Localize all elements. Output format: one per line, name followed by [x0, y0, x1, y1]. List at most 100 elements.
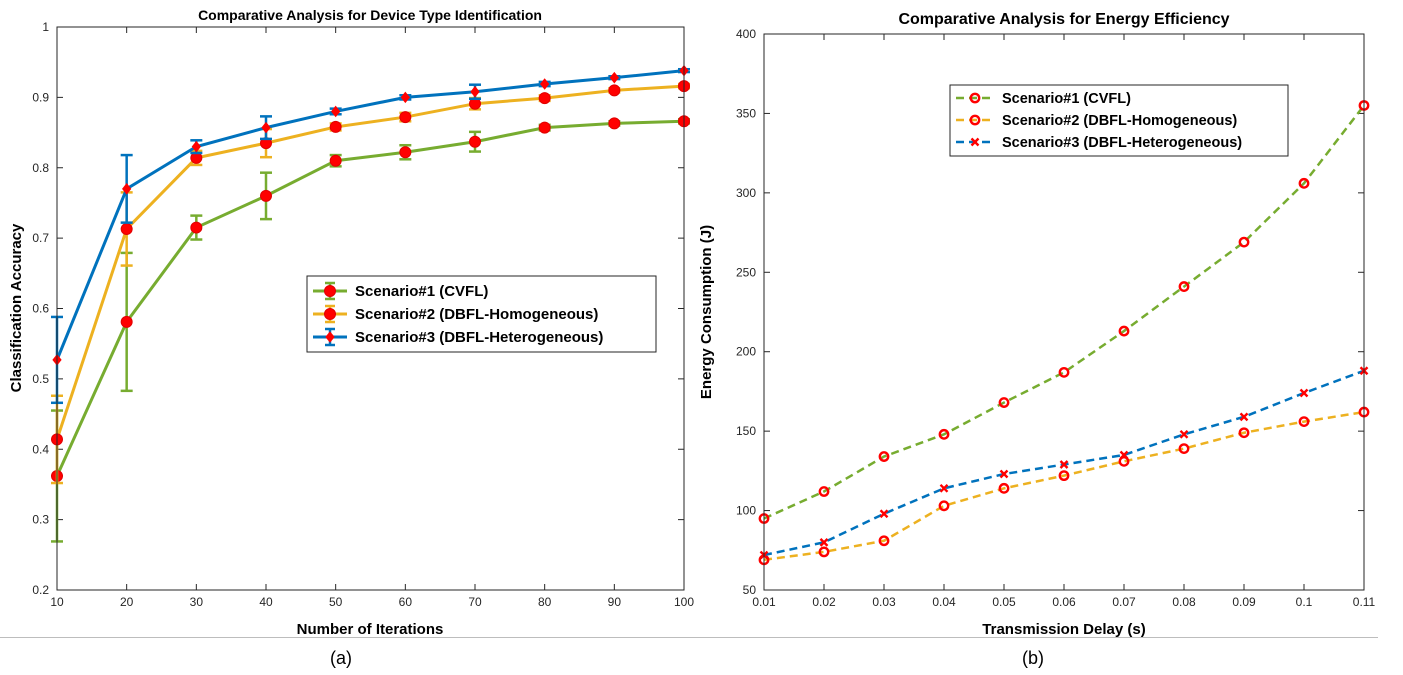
chart-b-legend-label: Scenario#3 (DBFL-Heterogeneous) [1002, 135, 1242, 151]
chart-a-x-tick-label: 40 [259, 595, 273, 609]
chart-a-x-tick-label: 100 [674, 595, 694, 609]
chart-b-y-tick-label: 250 [736, 265, 756, 279]
chart-b-x-tick-label: 0.1 [1296, 595, 1313, 609]
chart-a-legend-label: Scenario#3 (DBFL-Heterogeneous) [355, 329, 603, 346]
chart-b-data-point [1299, 388, 1309, 398]
chart-a-series-scenario-1-cvfl [51, 115, 690, 543]
chart-b-data-point [818, 486, 830, 497]
chart-a-data-point [609, 71, 619, 84]
chart-b-legend-marker [970, 137, 980, 147]
chart-b-y-tick-label: 50 [743, 583, 757, 597]
chart-b-series-scenario-2-dbfl-homogeneous [758, 406, 1370, 566]
chart-b-x-tick-label: 0.07 [1112, 595, 1136, 609]
chart-b-y-tick-label: 150 [736, 424, 756, 438]
chart-b-series-line [763, 410, 1365, 562]
chart-a-legend-label: Scenario#1 (CVFL) [355, 283, 488, 300]
chart-b-x-tick-label: 0.02 [812, 595, 836, 609]
chart-a-legend-entry: Scenario#2 (DBFL-Homogeneous) [313, 304, 598, 324]
chart-b-data-point [938, 428, 950, 440]
chart-b-legend-entry: Scenario#2 (DBFL-Homogeneous) [956, 113, 1237, 129]
chart-b-data-point [998, 397, 1010, 408]
chart-a-x-tick-label: 30 [190, 595, 204, 609]
chart-b-data-point [998, 482, 1010, 494]
chart-a-data-point [122, 183, 132, 195]
chart-b-data-point [1118, 325, 1130, 337]
chart-b-data-point [999, 469, 1009, 479]
chart-a-legend-entry: Scenario#3 (DBFL-Heterogeneous) [313, 327, 603, 347]
chart-a-data-point [400, 91, 410, 104]
chart-b-data-point [1238, 236, 1250, 248]
chart-b-ticks: 0.01 0.02 0.03 0.04 0.05 0.06 0.07 0.08 0.09 0.1 0… [736, 27, 1376, 609]
chart-a-y-tick-label: 0.7 [32, 231, 49, 245]
chart-b-data-point [1238, 427, 1250, 439]
chart-a-y-tick-label: 0.8 [32, 161, 49, 175]
chart-b-axes-box [763, 33, 1365, 591]
chart-a-series-line [55, 69, 685, 361]
chart-b-y-tick-label: 200 [736, 345, 756, 359]
chart-a-device-type-identification: Comparative Analysis for Device Type Ide… [8, 7, 694, 638]
chart-b-data-point [1178, 443, 1190, 455]
chart-a-x-tick-label: 20 [120, 595, 134, 609]
chart-b-legend-marker [969, 114, 981, 126]
chart-a-series-line [55, 84, 685, 440]
chart-b-title: Comparative Analysis for Energy Efficien… [898, 11, 1229, 28]
chart-a-legend-marker [324, 308, 336, 320]
chart-a-data-point [331, 105, 341, 118]
chart-a-data-point [120, 315, 133, 328]
chart-b-x-axis-label: Transmission Delay (s) [982, 621, 1145, 638]
chart-b-data-point [939, 483, 949, 493]
chart-a-x-tick-label: 50 [329, 595, 343, 609]
chart-b-data-point [879, 509, 889, 519]
panel-label-a: (a) [330, 648, 352, 668]
chart-a-y-axis-label: Classification Accuracy [8, 223, 25, 392]
chart-b-data-point [819, 537, 829, 547]
chart-b-x-tick-label: 0.06 [1052, 595, 1076, 609]
chart-a-x-axis-label: Number of Iterations [297, 621, 444, 638]
chart-a-data-point [261, 121, 271, 134]
chart-a-data-point [399, 111, 412, 124]
chart-a-data-point [608, 117, 621, 130]
chart-a-data-point [469, 135, 481, 148]
chart-a-legend-label: Scenario#2 (DBFL-Homogeneous) [355, 306, 598, 323]
chart-a-y-tick-label: 0.6 [32, 302, 49, 316]
chart-b-series-scenario-1-cvfl [758, 100, 1370, 524]
chart-a-data-point [538, 121, 551, 134]
chart-b-series-scenario-3-dbfl-heterogeneous [759, 366, 1369, 560]
chart-b-data-point [878, 535, 890, 547]
chart-b-data-point [1239, 412, 1249, 422]
chart-a-x-tick-label: 60 [399, 595, 413, 609]
chart-a-data-point [190, 221, 203, 234]
chart-a-x-tick-label: 10 [50, 595, 64, 609]
chart-a-series-line [55, 119, 685, 477]
chart-b-legend-box [949, 84, 1289, 157]
chart-a-data-point [608, 84, 621, 97]
chart-a-data-point [329, 154, 342, 167]
chart-b-legend-marker [969, 92, 981, 104]
chart-b-legend-label: Scenario#1 (CVFL) [1002, 91, 1131, 107]
panel-label-b: (b) [1022, 648, 1044, 668]
chart-b-data-point [818, 546, 830, 558]
chart-b-legend-label: Scenario#2 (DBFL-Homogeneous) [1002, 113, 1237, 129]
chart-b-legend-entry: Scenario#3 (DBFL-Heterogeneous) [956, 135, 1242, 151]
chart-a-data-point [260, 189, 272, 202]
chart-b-data-point [1059, 460, 1069, 469]
chart-a-data-point [538, 92, 551, 105]
chart-b-y-tick-label: 400 [736, 27, 756, 41]
chart-b-y-tick-label: 100 [736, 504, 756, 518]
chart-a-data-point [329, 120, 342, 133]
chart-b-data-point [938, 500, 950, 512]
chart-b-y-tick-label: 350 [736, 106, 756, 120]
chart-a-data-point [540, 78, 550, 90]
chart-a-x-tick-label: 80 [538, 595, 552, 609]
chart-a-legend: Scenario#1 (CVFL) Scenario#2 (DBFL-Homoge… [306, 275, 657, 353]
chart-a-y-tick-label: 1 [42, 20, 49, 34]
chart-a-data-point [470, 85, 480, 98]
chart-b-data-point [1118, 455, 1130, 467]
chart-a-x-tick-label: 90 [608, 595, 622, 609]
chart-b-legend-entry: Scenario#1 (CVFL) [956, 91, 1131, 107]
chart-a-y-tick-label: 0.2 [32, 583, 49, 597]
chart-a-legend-entry: Scenario#1 (CVFL) [313, 281, 488, 301]
chart-b-y-axis-label: Energy Consumption (J) [698, 225, 715, 399]
chart-a-title: Comparative Analysis for Device Type Ide… [198, 7, 542, 23]
